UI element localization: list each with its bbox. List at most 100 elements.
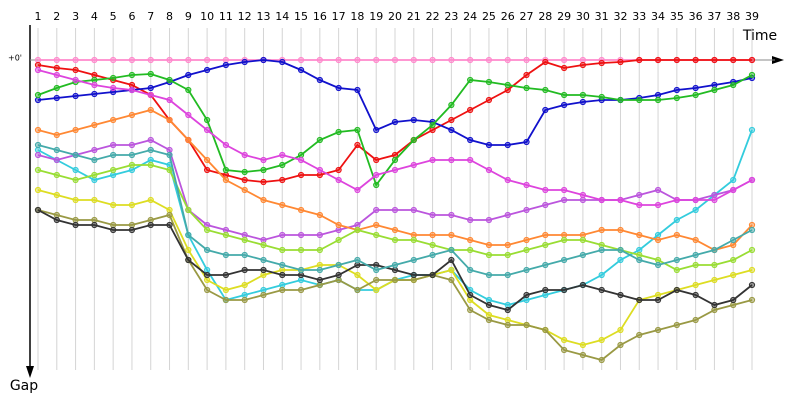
data-point — [692, 281, 699, 289]
data-point — [72, 216, 79, 224]
data-point — [316, 246, 323, 254]
data-point — [598, 286, 605, 294]
data-point — [504, 301, 511, 309]
data-point — [91, 56, 98, 64]
data-point — [110, 151, 117, 159]
data-point — [410, 161, 417, 169]
data-point — [579, 91, 586, 99]
x-tick-label: 2 — [53, 10, 60, 23]
data-point — [72, 56, 79, 64]
data-point — [297, 171, 305, 179]
x-tick-label: 27 — [520, 10, 534, 23]
data-point — [91, 221, 98, 229]
data-point — [748, 221, 756, 229]
x-axis-arrow — [772, 56, 784, 64]
data-point — [128, 151, 136, 159]
data-point — [147, 156, 154, 164]
data-point — [711, 301, 718, 309]
data-point — [354, 141, 361, 149]
data-point — [166, 221, 173, 229]
data-point — [542, 186, 549, 194]
data-point — [561, 286, 568, 294]
y-tick-label: +0' — [8, 54, 22, 63]
data-point — [654, 296, 662, 304]
data-point — [354, 286, 361, 294]
data-point — [410, 56, 417, 64]
data-point — [91, 176, 98, 184]
x-tick-label: 26 — [501, 10, 515, 23]
data-point — [692, 196, 699, 204]
data-point — [316, 76, 323, 84]
data-point — [316, 281, 323, 289]
data-point — [579, 351, 586, 359]
data-point — [673, 266, 680, 274]
x-tick-label: 3 — [72, 10, 79, 23]
data-point — [523, 296, 530, 304]
data-point — [711, 261, 718, 269]
data-point — [636, 256, 643, 264]
data-point — [34, 56, 42, 64]
data-point — [654, 256, 662, 264]
data-point — [448, 126, 455, 134]
data-point — [241, 236, 248, 244]
data-point — [147, 70, 154, 78]
data-point — [335, 226, 342, 234]
data-point — [373, 221, 380, 229]
data-point — [316, 276, 323, 284]
data-point — [410, 271, 417, 279]
data-point — [654, 236, 662, 244]
data-point — [110, 116, 117, 124]
x-tick-label: 21 — [407, 10, 421, 23]
data-point — [410, 236, 417, 244]
data-point — [654, 91, 662, 99]
x-tick-label: 22 — [426, 10, 440, 23]
data-point — [523, 181, 530, 189]
data-point — [222, 176, 229, 184]
data-point — [91, 146, 98, 154]
data-point — [260, 156, 267, 164]
data-point — [72, 151, 79, 159]
data-point — [692, 91, 699, 99]
data-point — [429, 56, 436, 64]
data-point — [53, 84, 60, 92]
data-point — [730, 241, 737, 249]
data-point — [598, 336, 605, 344]
data-point — [429, 211, 436, 219]
data-point — [523, 321, 530, 329]
data-point — [91, 71, 98, 79]
data-point — [391, 118, 399, 126]
data-point — [72, 76, 79, 84]
data-point — [260, 266, 267, 274]
data-point — [542, 106, 549, 114]
data-point — [335, 56, 342, 64]
data-point — [204, 56, 211, 64]
data-point — [335, 261, 342, 269]
x-tick-label: 14 — [275, 10, 289, 23]
data-point — [636, 296, 643, 304]
data-point — [504, 56, 511, 64]
data-point — [542, 261, 549, 269]
data-point — [128, 226, 136, 234]
data-point — [354, 126, 361, 134]
data-point — [485, 241, 493, 249]
data-point — [166, 116, 173, 124]
data-point — [485, 296, 493, 304]
data-point — [72, 196, 79, 204]
data-point — [673, 216, 680, 224]
data-point — [53, 146, 60, 154]
data-point — [34, 66, 42, 74]
data-point — [279, 161, 286, 169]
data-point — [147, 56, 154, 64]
data-point — [448, 276, 455, 284]
data-point — [373, 276, 380, 284]
data-point — [561, 56, 568, 64]
x-tick-label: 4 — [91, 10, 98, 23]
data-point — [147, 136, 154, 144]
data-point — [579, 231, 586, 239]
data-point — [692, 56, 699, 64]
data-point — [730, 81, 737, 89]
data-point — [316, 261, 323, 269]
data-point — [260, 291, 267, 299]
data-point — [391, 226, 399, 234]
data-point — [748, 296, 756, 304]
